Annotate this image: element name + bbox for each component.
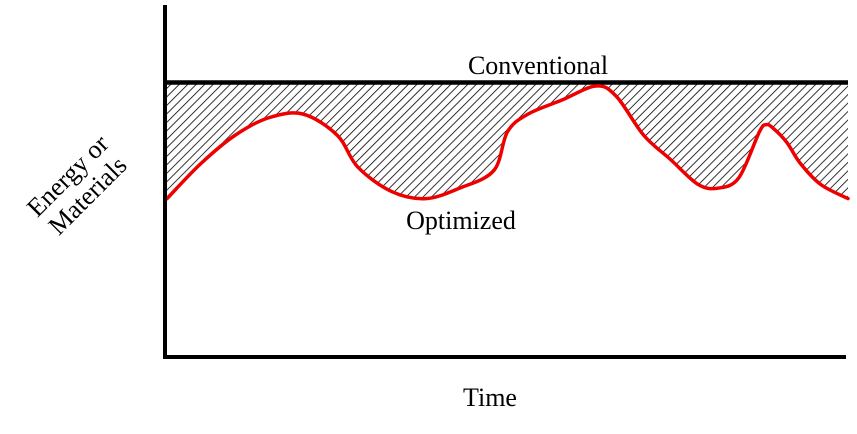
series-label-conventional: Conventional [468, 51, 608, 80]
series-label-optimized: Optimized [406, 206, 516, 235]
y-axis-label: Energy or Materials [21, 129, 132, 241]
savings-hatched-area [167, 82, 848, 199]
optimized-line [165, 84, 850, 201]
x-axis-label: Time [463, 383, 517, 412]
